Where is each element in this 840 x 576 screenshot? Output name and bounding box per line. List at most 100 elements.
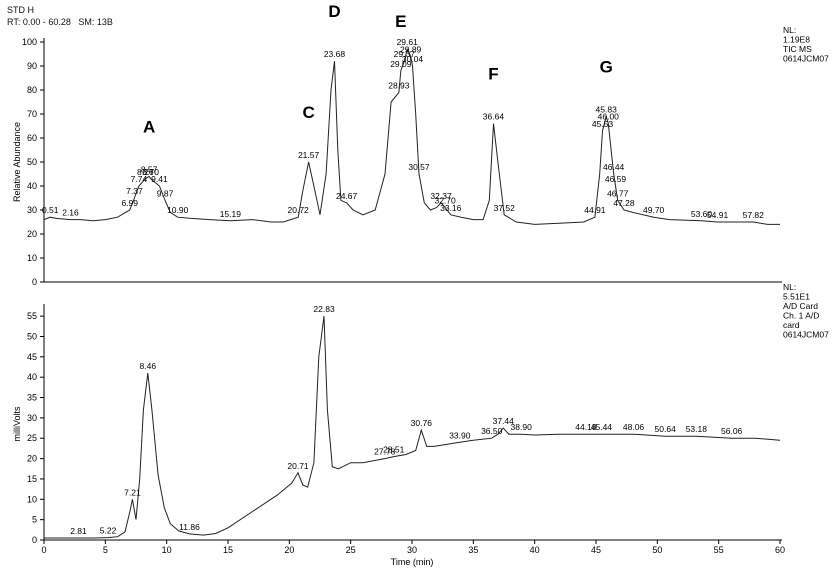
ms-peak-label: 46.59	[605, 174, 627, 184]
ad-y-tick-label: 20	[27, 454, 37, 464]
ms-y-tick-label: 10	[27, 253, 37, 263]
ms-peak-label: 49.70	[643, 205, 665, 215]
ms-y-tick-label: 0	[32, 277, 37, 287]
ad-trace	[44, 316, 781, 539]
ad-peak-label: 28.51	[383, 445, 405, 455]
ms-peak-label: 29.09	[390, 59, 412, 69]
ms-y-tick-label: 100	[22, 37, 37, 47]
ms-peak-label: 45.53	[592, 119, 614, 129]
ad-x-tick-label: 0	[41, 545, 46, 555]
ms-peak-label: 8.57	[141, 164, 158, 174]
ms-peak-label: 6.99	[121, 198, 138, 208]
ms-y-tick-label: 30	[27, 205, 37, 215]
ms-peak-label: 54.91	[707, 210, 729, 220]
ms-y-tick-label: 80	[27, 85, 37, 95]
ms-peak-label: 9.41	[151, 174, 168, 184]
ms-y-tick-label: 90	[27, 61, 37, 71]
ms-peak-label: 32.70	[434, 196, 456, 206]
ms-y-tick-label: 60	[27, 133, 37, 143]
ms-peak-label: 28.93	[388, 80, 410, 90]
ad-y-tick-label: 15	[27, 474, 37, 484]
ad-peak-label: 33.90	[449, 430, 471, 440]
ad-y-tick-label: 10	[27, 494, 37, 504]
ad-info-line: card	[783, 320, 800, 330]
ms-peak-label: 37.52	[494, 203, 516, 213]
ad-x-tick-label: 40	[530, 545, 540, 555]
ad-peak-label: 38.90	[511, 422, 533, 432]
ad-x-tick-label: 30	[407, 545, 417, 555]
ms-peak-label: 45.83	[596, 104, 618, 114]
ad-x-tick-label: 25	[346, 545, 356, 555]
ad-peak-label: 22.83	[313, 304, 335, 314]
ad-x-tick-label: 15	[223, 545, 233, 555]
ad-x-tick-label: 55	[714, 545, 724, 555]
ad-x-tick-label: 45	[591, 545, 601, 555]
ad-peak-label: 8.46	[140, 361, 157, 371]
ad-peak-label: 45.44	[591, 422, 613, 432]
ms-peak-label: 57.82	[743, 210, 765, 220]
range-info: RT: 0.00 - 60.28 SM: 13B	[7, 17, 113, 27]
ms-peak-label: 46.77	[607, 188, 629, 198]
ad-peak-label: 30.76	[411, 418, 433, 428]
ad-x-tick-label: 5	[103, 545, 108, 555]
ms-annotation-d: D	[328, 2, 340, 21]
ms-peak-label: 47.28	[613, 198, 635, 208]
ms-annotation-f: F	[488, 65, 498, 84]
ad-y-tick-label: 55	[27, 311, 37, 321]
ms-peak-label: 10.90	[167, 205, 189, 215]
ms-trace	[43, 47, 780, 225]
ms-peak-label: 53.60	[691, 209, 713, 219]
ms-peak-label: 9.87	[157, 188, 174, 198]
ms-peak-label: 8.26	[137, 167, 154, 177]
ms-y-tick-label: 50	[27, 157, 37, 167]
ms-peak-label: 23.68	[324, 49, 346, 59]
ms-info-line: NL:	[783, 25, 796, 35]
ms-peak-label: 24.67	[336, 191, 358, 201]
ad-y-tick-label: 30	[27, 413, 37, 423]
ms-annotation-g: G	[600, 57, 613, 76]
ms-peak-label: 7.74	[131, 174, 148, 184]
ms-peak-label: 46.44	[603, 162, 625, 172]
ad-peak-label: 27.78	[374, 447, 396, 457]
ad-peak-label: 37.44	[493, 416, 515, 426]
ms-peak-label: 33.16	[440, 203, 462, 213]
ad-info-line: 0614JCM07	[783, 330, 829, 340]
ad-peak-label: 36.50	[481, 426, 503, 436]
ad-x-axis-label: Time (min)	[391, 557, 434, 567]
ad-peak-label: 56.06	[721, 426, 743, 436]
ad-y-tick-label: 25	[27, 433, 37, 443]
ms-annotation-a: A	[143, 117, 155, 136]
ms-peak-label: 29.61	[397, 37, 419, 47]
ad-peak-label: 20.71	[287, 461, 309, 471]
ad-info-line: A/D Card	[783, 301, 818, 311]
ms-peak-label: 30.04	[402, 54, 424, 64]
ad-y-tick-label: 35	[27, 393, 37, 403]
ad-y-tick-label: 5	[32, 515, 37, 525]
ms-y-tick-label: 40	[27, 181, 37, 191]
ms-y-tick-label: 70	[27, 109, 37, 119]
ms-peak-label: 32.37	[430, 191, 452, 201]
sample-name: STD H	[7, 5, 34, 15]
ms-annotation-e: E	[395, 12, 406, 31]
ms-peak-label: 20.72	[288, 205, 310, 215]
ms-annotation-c: C	[302, 103, 314, 122]
ms-peak-label: 46.00	[598, 112, 620, 122]
ms-peak-label: 30.57	[408, 162, 430, 172]
ms-peak-label: 29.89	[400, 44, 422, 54]
ad-peak-label: 5.22	[100, 526, 117, 536]
ms-peak-label: 29.37	[394, 49, 416, 59]
ms-peak-label: 44.91	[584, 205, 606, 215]
ad-y-tick-label: 45	[27, 352, 37, 362]
ad-info-line: 5.51E1	[783, 292, 810, 302]
ad-x-tick-label: 20	[284, 545, 294, 555]
ms-info-line: TIC MS	[783, 44, 812, 54]
ad-y-axis-label: milliVolts	[12, 406, 22, 442]
ms-y-axis-label: Relative Abundance	[12, 122, 22, 202]
ad-y-tick-label: 50	[27, 331, 37, 341]
ad-peak-label: 7.21	[124, 487, 141, 497]
ad-peak-label: 53.18	[686, 424, 708, 434]
ms-peak-label: 7.37	[126, 186, 143, 196]
ad-x-tick-label: 50	[652, 545, 662, 555]
